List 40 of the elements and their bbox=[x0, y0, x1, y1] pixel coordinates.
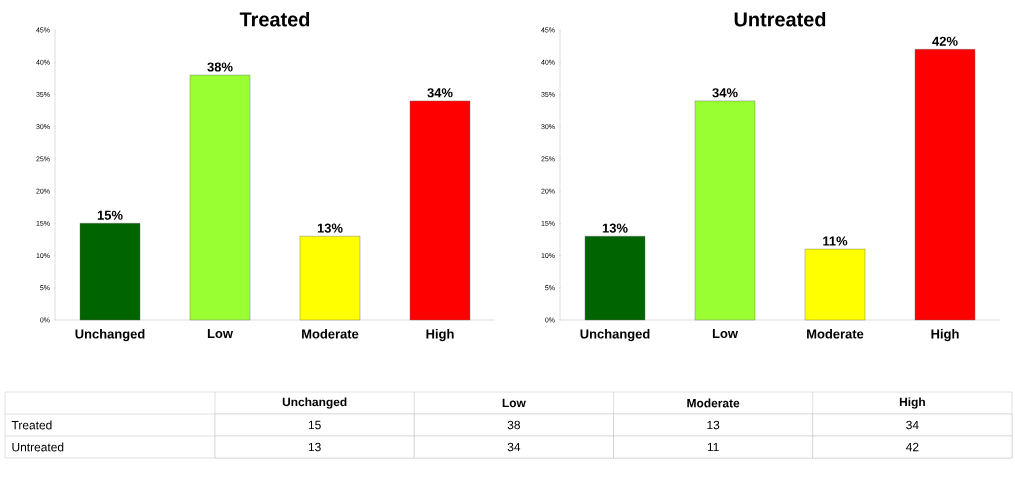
data-label: 13% bbox=[602, 223, 628, 233]
data-label: 13 bbox=[707, 420, 720, 430]
bar bbox=[914, 49, 976, 321]
x-tick-label: Moderate bbox=[807, 329, 864, 339]
data-label: 34 bbox=[906, 420, 919, 430]
data-label: 13 bbox=[308, 442, 321, 452]
x-tick-label: High bbox=[899, 397, 925, 409]
data-label: 42 bbox=[906, 442, 919, 452]
y-tick-label: Untreated bbox=[12, 442, 64, 452]
data-label: 34% bbox=[712, 88, 738, 98]
data-label: 11% bbox=[823, 236, 848, 246]
x-tick-label: Unchanged bbox=[75, 329, 145, 342]
bar bbox=[79, 223, 141, 321]
data-label: 38 bbox=[507, 420, 521, 430]
data-label: 11 bbox=[707, 442, 719, 452]
x-tick-label: Moderate bbox=[302, 329, 359, 339]
x-tick-label: Low bbox=[207, 329, 233, 339]
x-tick-label: Moderate bbox=[687, 398, 740, 408]
chart-title: Untreated bbox=[734, 11, 826, 27]
bar bbox=[299, 236, 361, 321]
bar bbox=[189, 74, 251, 321]
bar bbox=[694, 100, 756, 321]
x-tick-label: Unchanged bbox=[580, 329, 650, 342]
data-label: 38% bbox=[207, 62, 233, 72]
y-tick-label: Treated bbox=[11, 420, 52, 430]
data-label: 15% bbox=[97, 210, 123, 220]
data-label: 42% bbox=[932, 36, 958, 46]
x-tick-label: High bbox=[931, 329, 959, 342]
data-label: 34% bbox=[427, 88, 453, 98]
x-tick-label: Unchanged bbox=[282, 397, 347, 409]
data-label: 15 bbox=[308, 420, 321, 430]
bar bbox=[409, 100, 471, 321]
data-label: 34 bbox=[507, 442, 521, 452]
x-tick-label: Low bbox=[712, 329, 738, 339]
bar bbox=[804, 248, 866, 321]
chart-title: Treated bbox=[239, 11, 310, 27]
x-tick-label: High bbox=[426, 329, 454, 342]
x-tick-label: Low bbox=[502, 398, 526, 408]
bar bbox=[584, 236, 646, 321]
data-label: 13% bbox=[317, 223, 343, 233]
